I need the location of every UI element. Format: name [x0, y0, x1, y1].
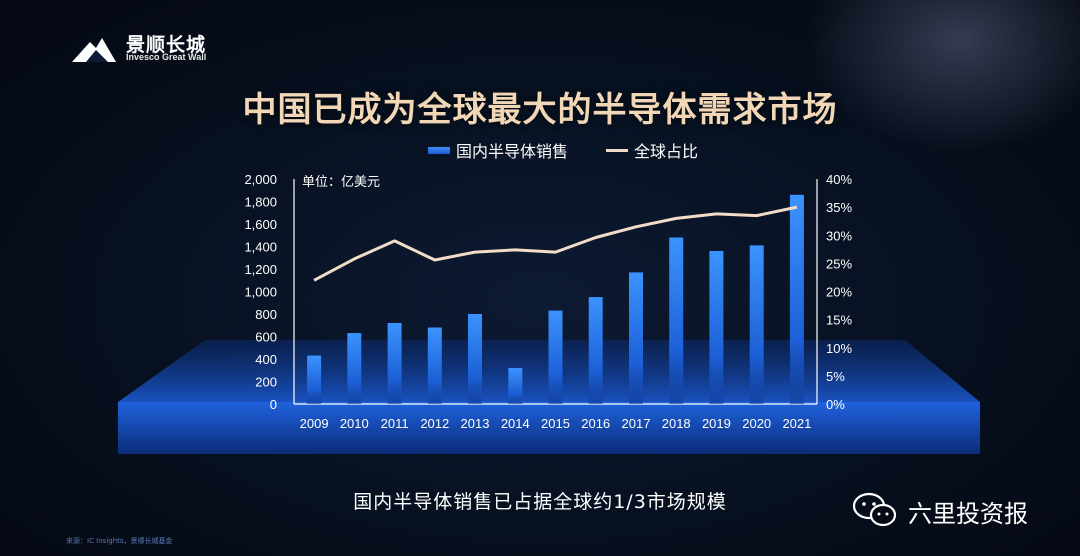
bar-2020	[749, 245, 764, 404]
bar-2019	[709, 251, 724, 404]
y-left-tick-label: 600	[255, 330, 277, 345]
x-tick-label: 2021	[782, 416, 811, 431]
bar-2013	[468, 314, 482, 404]
logo-chinese-text: 景顺长城	[126, 34, 207, 56]
logo-mountain-icon	[72, 38, 116, 62]
legend-line-label: 全球占比	[634, 142, 699, 161]
y-left-tick-label: 1,000	[244, 285, 277, 300]
y-right-ticks: 0% 5% 10% 15% 20% 25% 30% 35% 40%	[826, 172, 852, 412]
y-right-tick-label: 15%	[826, 313, 852, 328]
y-unit-label: 单位：亿美元	[302, 175, 380, 190]
y-left-tick-label: 800	[255, 307, 277, 322]
chart-subtitle: 国内半导体销售已占据全球约1/3市场规模	[353, 491, 727, 513]
x-tick-label: 2009	[300, 416, 329, 431]
share-line	[313, 205, 798, 282]
bar-2021	[789, 194, 804, 405]
y-left-tick-label: 1,200	[244, 262, 277, 277]
x-tick-label: 2013	[461, 416, 490, 431]
legend-line-swatch	[606, 149, 628, 152]
x-tick-label: 2018	[662, 416, 691, 431]
y-right-tick-label: 0%	[826, 397, 845, 412]
chart-title: 中国已成为全球最大的半导体需求市场	[242, 90, 838, 130]
watermark-text: 六里投资报	[908, 500, 1028, 528]
y-left-tick-label: 2,000	[244, 172, 277, 187]
y-right-tick-label: 40%	[826, 172, 852, 187]
bar-series	[307, 194, 804, 405]
y-right-tick-label: 5%	[826, 369, 845, 384]
x-tick-label: 2019	[702, 416, 731, 431]
source-note: 来源：IC Insights，景顺长城基金	[66, 537, 173, 545]
y-left-tick-label: 200	[255, 375, 277, 390]
bar-2009	[307, 355, 322, 404]
bar-2016	[588, 297, 603, 404]
bar-2011	[387, 323, 402, 404]
x-tick-label: 2017	[622, 416, 651, 431]
legend-bar-swatch	[428, 147, 450, 154]
y-left-tick-label: 1,600	[244, 217, 277, 232]
logo-english-text: Invesco Great Wall	[126, 52, 207, 62]
x-tick-label: 2014	[501, 416, 530, 431]
y-right-tick-label: 20%	[826, 285, 852, 300]
y-left-tick-label: 1,400	[244, 240, 277, 255]
y-right-tick-label: 10%	[826, 341, 852, 356]
x-tick-label: 2012	[420, 416, 449, 431]
x-tick-label: 2011	[381, 416, 409, 431]
x-tick-label: 2020	[742, 416, 771, 431]
y-right-tick-label: 25%	[826, 256, 852, 271]
x-tick-label: 2015	[541, 416, 570, 431]
bar-2017	[629, 272, 643, 404]
bar-2015	[548, 310, 563, 404]
x-tick-label: 2016	[581, 416, 610, 431]
x-tick-label: 2010	[340, 416, 369, 431]
y-right-tick-label: 35%	[826, 200, 852, 215]
y-left-tick-label: 1,800	[244, 195, 277, 210]
bar-2014	[508, 368, 523, 404]
x-ticks: 2009 2010 2011 2012 2013 2014 2015 2016 2017 2018…	[300, 416, 812, 431]
platform-front	[118, 402, 980, 454]
y-left-tick-label: 0	[270, 397, 277, 412]
bar-2018	[669, 237, 684, 404]
bar-2010	[347, 333, 362, 404]
legend-bar-label: 国内半导体销售	[456, 142, 569, 161]
bar-2012	[427, 327, 442, 404]
wechat-icon	[852, 492, 897, 527]
y-left-tick-label: 400	[255, 352, 277, 367]
y-left-ticks: 0 200 400 600 800 1,000 1,200 1,400 1,600 1,800 2,…	[244, 172, 277, 412]
y-right-tick-label: 30%	[826, 228, 852, 243]
